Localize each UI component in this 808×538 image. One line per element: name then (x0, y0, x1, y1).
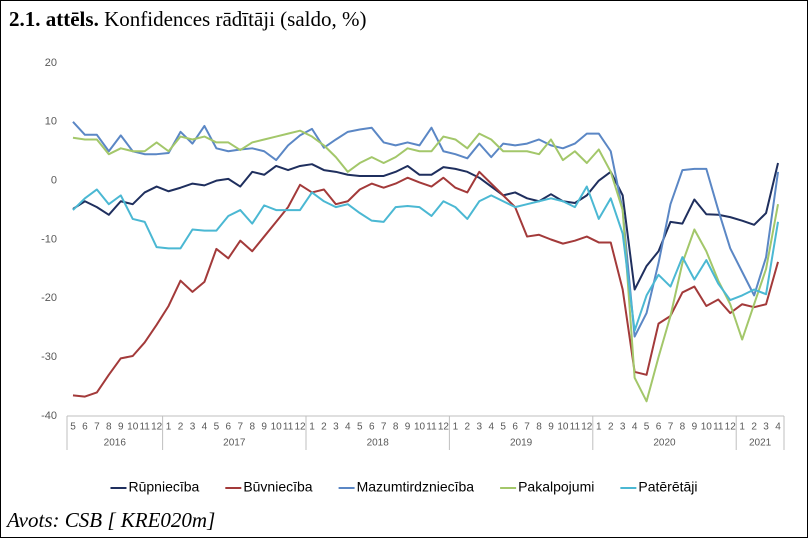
title: 2.1. attēls. Konfidences rādītāji (saldo… (9, 7, 367, 32)
x-tick-label: 6 (82, 422, 88, 433)
legend-label: Rūpniecība (128, 479, 199, 495)
x-tick-label: 4 (488, 422, 494, 433)
x-tick-label: 4 (632, 422, 638, 433)
x-tick-label: 8 (106, 422, 112, 433)
x-tick-label: 8 (249, 422, 255, 433)
legend-label: Patērētāji (638, 479, 697, 495)
year-label: 2019 (510, 438, 533, 449)
x-tick-label: 2 (178, 422, 184, 433)
x-tick-label: 9 (548, 422, 554, 433)
x-tick-label: 11 (713, 422, 724, 433)
legend-label: Pakalpojumi (518, 479, 594, 495)
x-tick-label: 9 (405, 422, 411, 433)
x-tick-label: 7 (668, 422, 674, 433)
x-tick-label: 11 (139, 422, 150, 433)
x-tick-label: 5 (357, 422, 363, 433)
x-tick-label: 6 (512, 422, 518, 433)
chart-title: Konfidences rādītāji (saldo, %) (104, 7, 367, 31)
x-tick-label: 12 (438, 422, 450, 433)
y-tick-label: -40 (41, 410, 57, 422)
x-tick-label: 1 (739, 422, 745, 433)
legend-label: Būvniecība (243, 479, 312, 495)
x-tick-label: 11 (283, 422, 294, 433)
x-tick-label: 7 (524, 422, 530, 433)
year-label: 2021 (749, 438, 772, 449)
x-tick-label: 8 (536, 422, 542, 433)
x-tick-label: 10 (127, 422, 139, 433)
y-tick-label: -30 (41, 351, 57, 363)
series-line (72, 185, 780, 332)
x-tick-label: 4 (775, 422, 781, 433)
year-label: 2020 (653, 438, 676, 449)
x-tick-label: 5 (500, 422, 506, 433)
x-tick-label: 2 (751, 422, 757, 433)
x-tick-label: 8 (393, 422, 399, 433)
x-tick-label: 4 (345, 422, 351, 433)
x-tick-label: 1 (453, 422, 459, 433)
year-label: 2017 (223, 438, 246, 449)
x-tick-label: 3 (620, 422, 626, 433)
x-tick-label: 2 (465, 422, 471, 433)
y-tick-label: 20 (45, 57, 57, 69)
year-label: 2018 (367, 438, 390, 449)
x-tick-label: 12 (151, 422, 163, 433)
x-tick-label: 4 (202, 422, 208, 433)
x-tick-label: 9 (118, 422, 124, 433)
x-tick-label: 7 (237, 422, 243, 433)
x-tick-label: 3 (476, 422, 482, 433)
x-tick-label: 2 (608, 422, 614, 433)
x-tick-label: 1 (309, 422, 315, 433)
figure-label: 2.1. attēls. (9, 7, 99, 31)
x-tick-label: 5 (70, 422, 76, 433)
series-line (72, 170, 779, 398)
x-tick-label: 11 (426, 422, 437, 433)
x-tick-label: 6 (656, 422, 662, 433)
x-tick-label: 3 (333, 422, 339, 433)
x-tick-label: 11 (570, 422, 581, 433)
x-tick-label: 2 (321, 422, 327, 433)
x-tick-label: 6 (226, 422, 232, 433)
x-tick-label: 3 (190, 422, 196, 433)
series-line (72, 121, 780, 338)
x-tick-label: 1 (596, 422, 602, 433)
series-line (72, 129, 780, 403)
year-label: 2016 (104, 438, 127, 449)
x-tick-label: 12 (294, 422, 306, 433)
x-tick-label: 12 (581, 422, 593, 433)
x-tick-label: 12 (725, 422, 737, 433)
x-tick-label: 10 (557, 422, 569, 433)
legend-label: Mazumtirdzniecība (357, 479, 475, 495)
x-tick-label: 6 (369, 422, 375, 433)
y-tick-label: -20 (41, 292, 57, 304)
x-tick-label: 7 (94, 422, 100, 433)
source: Avots: CSB [ KRE020m] (7, 508, 216, 532)
x-tick-label: 9 (261, 422, 267, 433)
x-tick-label: 10 (701, 422, 713, 433)
x-tick-label: 3 (763, 422, 769, 433)
series-line (72, 162, 779, 291)
x-tick-label: 7 (381, 422, 387, 433)
y-tick-label: 0 (51, 175, 57, 187)
y-tick-label: 10 (45, 116, 57, 128)
y-tick-label: -10 (41, 233, 57, 245)
x-tick-label: 5 (644, 422, 650, 433)
x-tick-label: 9 (692, 422, 698, 433)
x-tick-label: 10 (414, 422, 426, 433)
x-tick-label: 8 (680, 422, 686, 433)
x-tick-label: 10 (271, 422, 283, 433)
x-tick-label: 1 (166, 422, 172, 433)
x-tick-label: 5 (214, 422, 220, 433)
